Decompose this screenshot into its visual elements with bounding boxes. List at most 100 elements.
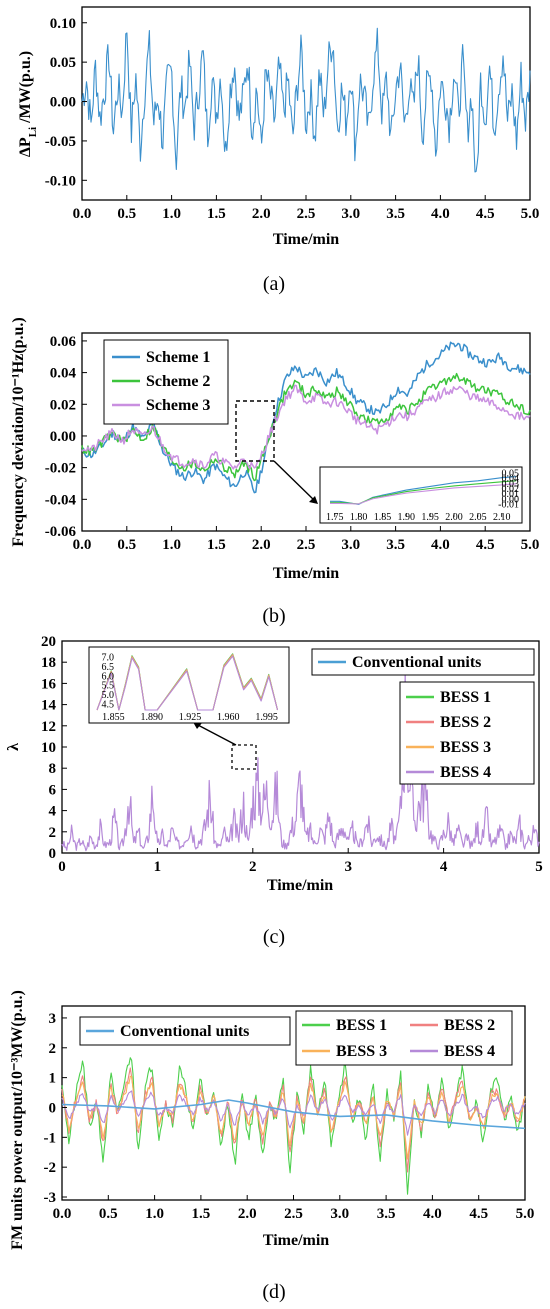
legend-c-bess-3-label: BESS 3 bbox=[440, 739, 491, 756]
series-group-d bbox=[61, 1057, 526, 1195]
d-xtick-label: 1.5 bbox=[192, 1206, 211, 1222]
legend-b-3-label: Scheme 3 bbox=[146, 397, 210, 414]
legend-b-1-label: Scheme 1 bbox=[146, 349, 210, 366]
a-ytick-label: -0.05 bbox=[45, 134, 76, 150]
inset-b-xtick-label: 2.00 bbox=[445, 512, 463, 523]
series-group-a bbox=[81, 27, 531, 173]
b-ytick-label: 0.00 bbox=[50, 429, 76, 445]
legend-box-d-right bbox=[295, 1010, 513, 1066]
d-xtick-label: 1.0 bbox=[145, 1206, 164, 1222]
legend-c: Conventional units BESS 1 BESS 2 BESS 3 BESS… bbox=[311, 648, 535, 785]
inset-c-ytick-label: 5.0 bbox=[102, 690, 115, 701]
inset-c-xtick-label: 1.855 bbox=[102, 712, 125, 723]
b-xtick-label: 1.5 bbox=[207, 537, 226, 553]
y-axis-label-a-sub: Li bbox=[27, 127, 39, 137]
legend-c-bess-4-label: BESS 4 bbox=[440, 764, 491, 781]
caption-d: (d) bbox=[262, 1281, 285, 1303]
y-ticks-a: 0.10 0.05 0.00 -0.05 -0.10 bbox=[45, 16, 87, 189]
c-xtick-label: 4 bbox=[440, 859, 448, 875]
panel-a: 0.0 0.5 1.0 1.5 2.0 2.5 3.0 3.5 4.0 4.5 5.0 0.100.… bbox=[17, 6, 539, 295]
caption-a: (a) bbox=[263, 273, 285, 295]
b-ytick-label: -0.02 bbox=[45, 461, 76, 477]
y-ticks-d: 3 2 1 0 -1 -2 -3 bbox=[44, 1011, 67, 1206]
x-ticks-c: 0 1 2 3 4 5 bbox=[58, 848, 543, 875]
c-ytick-label: 14 bbox=[41, 698, 57, 714]
a-xtick-label: 2.0 bbox=[252, 206, 271, 222]
series-b-2 bbox=[81, 372, 531, 482]
zoom-arrow-b bbox=[273, 460, 317, 503]
b-ytick-label: 0.04 bbox=[50, 366, 77, 382]
inset-b-ytick-label: 0.03 bbox=[502, 479, 520, 490]
zoom-arrowhead-b bbox=[309, 496, 318, 504]
y-axis-label-c: λ bbox=[5, 743, 22, 751]
inset-b-xtick-label: 1.90 bbox=[398, 512, 416, 523]
series-c-bess4 bbox=[61, 666, 540, 852]
d-ytick-label: 3 bbox=[49, 1011, 57, 1027]
c-ytick-label: 18 bbox=[41, 655, 56, 671]
b-ytick-label: 0.02 bbox=[50, 397, 76, 413]
inset-c-xtick-label: 1.890 bbox=[140, 712, 163, 723]
d-xtick-label: 2.5 bbox=[284, 1206, 303, 1222]
a-xtick-label: 0.5 bbox=[117, 206, 136, 222]
caption-b: (b) bbox=[262, 605, 285, 627]
a-ytick-label: 0.10 bbox=[50, 16, 76, 32]
series-d-bess-3 bbox=[61, 1075, 526, 1160]
a-ytick-label: 0.00 bbox=[50, 95, 76, 111]
inset-frame-b bbox=[319, 466, 523, 524]
b-xtick-label: 4.5 bbox=[476, 537, 495, 553]
b-xtick-label: 3.5 bbox=[386, 537, 405, 553]
c-ytick-label: 12 bbox=[41, 719, 56, 735]
series-group-b bbox=[81, 341, 531, 494]
x-ticks-d: 0.0 0.5 1.0 1.5 2.0 2.5 3.0 3.5 4.0 4.5 5.0 bbox=[53, 1195, 534, 1222]
x-axis-label-a: Time/min bbox=[273, 231, 339, 248]
series-a-load bbox=[81, 27, 531, 173]
b-ytick-label: 0.06 bbox=[50, 334, 77, 350]
c-ytick-label: 10 bbox=[41, 740, 56, 756]
c-ytick-label: 6 bbox=[49, 782, 57, 798]
inset-b-xtick-label: 2.10 bbox=[493, 512, 511, 523]
c-xtick-label: 0 bbox=[58, 859, 66, 875]
d-ytick-label: 1 bbox=[49, 1071, 57, 1087]
legend-box-d-left bbox=[79, 1016, 291, 1046]
legend-box-c bbox=[399, 681, 535, 785]
inset-c-ytick-label: 5.5 bbox=[102, 681, 115, 692]
inset-b-ytick-label: 0.01 bbox=[502, 489, 520, 500]
x-axis-label-b: Time/min bbox=[273, 565, 339, 582]
legend-d-bess-4-label: BESS 4 bbox=[444, 1043, 495, 1060]
legend-d-bess-2-label: BESS 2 bbox=[444, 1017, 495, 1034]
a-xtick-label: 4.0 bbox=[431, 206, 450, 222]
legend-b: Scheme 1 Scheme 2 Scheme 3 bbox=[103, 339, 229, 425]
inset-b-xtick-label: 1.95 bbox=[421, 512, 439, 523]
inset-b: 1.75 1.80 1.85 1.90 1.95 2.00 2.05 2.10 0.050.04… bbox=[326, 469, 519, 523]
legend-c-conventional-label: Conventional units bbox=[352, 654, 481, 671]
inset-c-ytick-label: 4.5 bbox=[102, 699, 115, 710]
d-xtick-label: 0.0 bbox=[53, 1206, 72, 1222]
legend-d-bess-1-label: BESS 1 bbox=[336, 1017, 387, 1034]
c-xtick-label: 5 bbox=[535, 859, 543, 875]
c-ytick-label: 20 bbox=[41, 634, 56, 650]
a-ytick-label: -0.10 bbox=[45, 173, 76, 189]
d-xtick-label: 3.5 bbox=[377, 1206, 396, 1222]
series-d-bess-4 bbox=[61, 1090, 526, 1136]
inset-b-ytick-label: 0.02 bbox=[502, 484, 520, 495]
inset-b-ytick-label: 0.04 bbox=[502, 474, 520, 485]
d-ytick-label: -3 bbox=[44, 1190, 57, 1206]
inset-c-xtick-label: 1.960 bbox=[217, 712, 240, 723]
inset-b-series-3 bbox=[330, 483, 517, 505]
d-xtick-label: 3.0 bbox=[330, 1206, 349, 1222]
inset-frame-c bbox=[88, 646, 290, 724]
c-ytick-label: 4 bbox=[49, 804, 57, 820]
series-group-c bbox=[61, 666, 540, 852]
y-axis-label-a-rest: /MW(p.u.) bbox=[17, 51, 34, 127]
inset-c-ytick-label: 6.5 bbox=[102, 662, 115, 673]
b-xtick-label: 0.0 bbox=[73, 537, 92, 553]
zoom-arrowhead-c bbox=[193, 722, 202, 729]
x-axis-label-c: Time/min bbox=[267, 877, 333, 894]
inset-c-xtick-label: 1.925 bbox=[179, 712, 202, 723]
legend-b-2-label: Scheme 2 bbox=[146, 373, 210, 390]
panel-d: 0.0 0.5 1.0 1.5 2.0 2.5 3.0 3.5 4.0 4.5 5.0 3 2 1 0 -1… bbox=[9, 990, 534, 1303]
d-ytick-label: -2 bbox=[44, 1160, 57, 1176]
series-d-conventional bbox=[61, 1099, 526, 1130]
inset-c: 1.855 1.890 1.925 1.960 1.995 7.06.56.05.55.0… bbox=[96, 653, 279, 723]
